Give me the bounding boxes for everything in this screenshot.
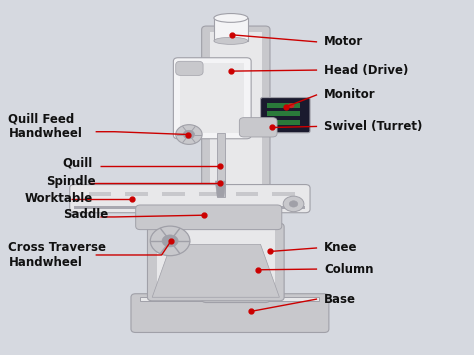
Text: Worktable: Worktable [25,192,93,205]
Text: Motor: Motor [324,36,364,48]
Circle shape [283,196,304,212]
Polygon shape [215,181,226,197]
Bar [267,120,300,125]
Bar [181,63,244,133]
Ellipse shape [214,13,248,22]
Circle shape [183,130,195,139]
Bar [199,192,221,196]
Text: Cross Traverse
Handwheel: Cross Traverse Handwheel [9,241,107,269]
Text: Saddle: Saddle [63,208,108,221]
FancyBboxPatch shape [173,58,251,139]
FancyBboxPatch shape [201,26,270,302]
Circle shape [162,235,178,247]
Bar [267,111,300,116]
Text: Spindle: Spindle [46,175,96,187]
Bar [157,230,275,294]
FancyBboxPatch shape [70,185,310,213]
Bar [214,18,248,41]
Text: Column: Column [324,263,374,275]
Circle shape [176,125,202,144]
Bar [217,133,225,197]
Bar [210,32,262,296]
Bar [267,103,300,108]
Bar [89,192,111,196]
Text: Quill Feed
Handwheel: Quill Feed Handwheel [9,113,82,141]
FancyBboxPatch shape [176,61,203,75]
Bar [236,192,258,196]
Text: Swivel (Turret): Swivel (Turret) [324,120,422,133]
Text: Knee: Knee [324,241,358,255]
Bar [273,192,295,196]
Polygon shape [152,245,279,297]
Circle shape [289,201,298,207]
Bar [74,206,305,209]
Circle shape [150,226,190,256]
FancyBboxPatch shape [136,205,282,230]
Text: Monitor: Monitor [324,88,376,101]
FancyBboxPatch shape [239,118,277,137]
Text: Head (Drive): Head (Drive) [324,64,409,77]
Circle shape [288,103,294,108]
FancyBboxPatch shape [261,98,310,133]
Text: Quill: Quill [63,157,93,170]
Text: Base: Base [324,293,356,306]
Bar [162,192,185,196]
FancyBboxPatch shape [131,294,329,333]
Ellipse shape [214,37,248,44]
Bar [125,192,148,196]
FancyBboxPatch shape [147,223,284,301]
Bar [140,297,319,301]
